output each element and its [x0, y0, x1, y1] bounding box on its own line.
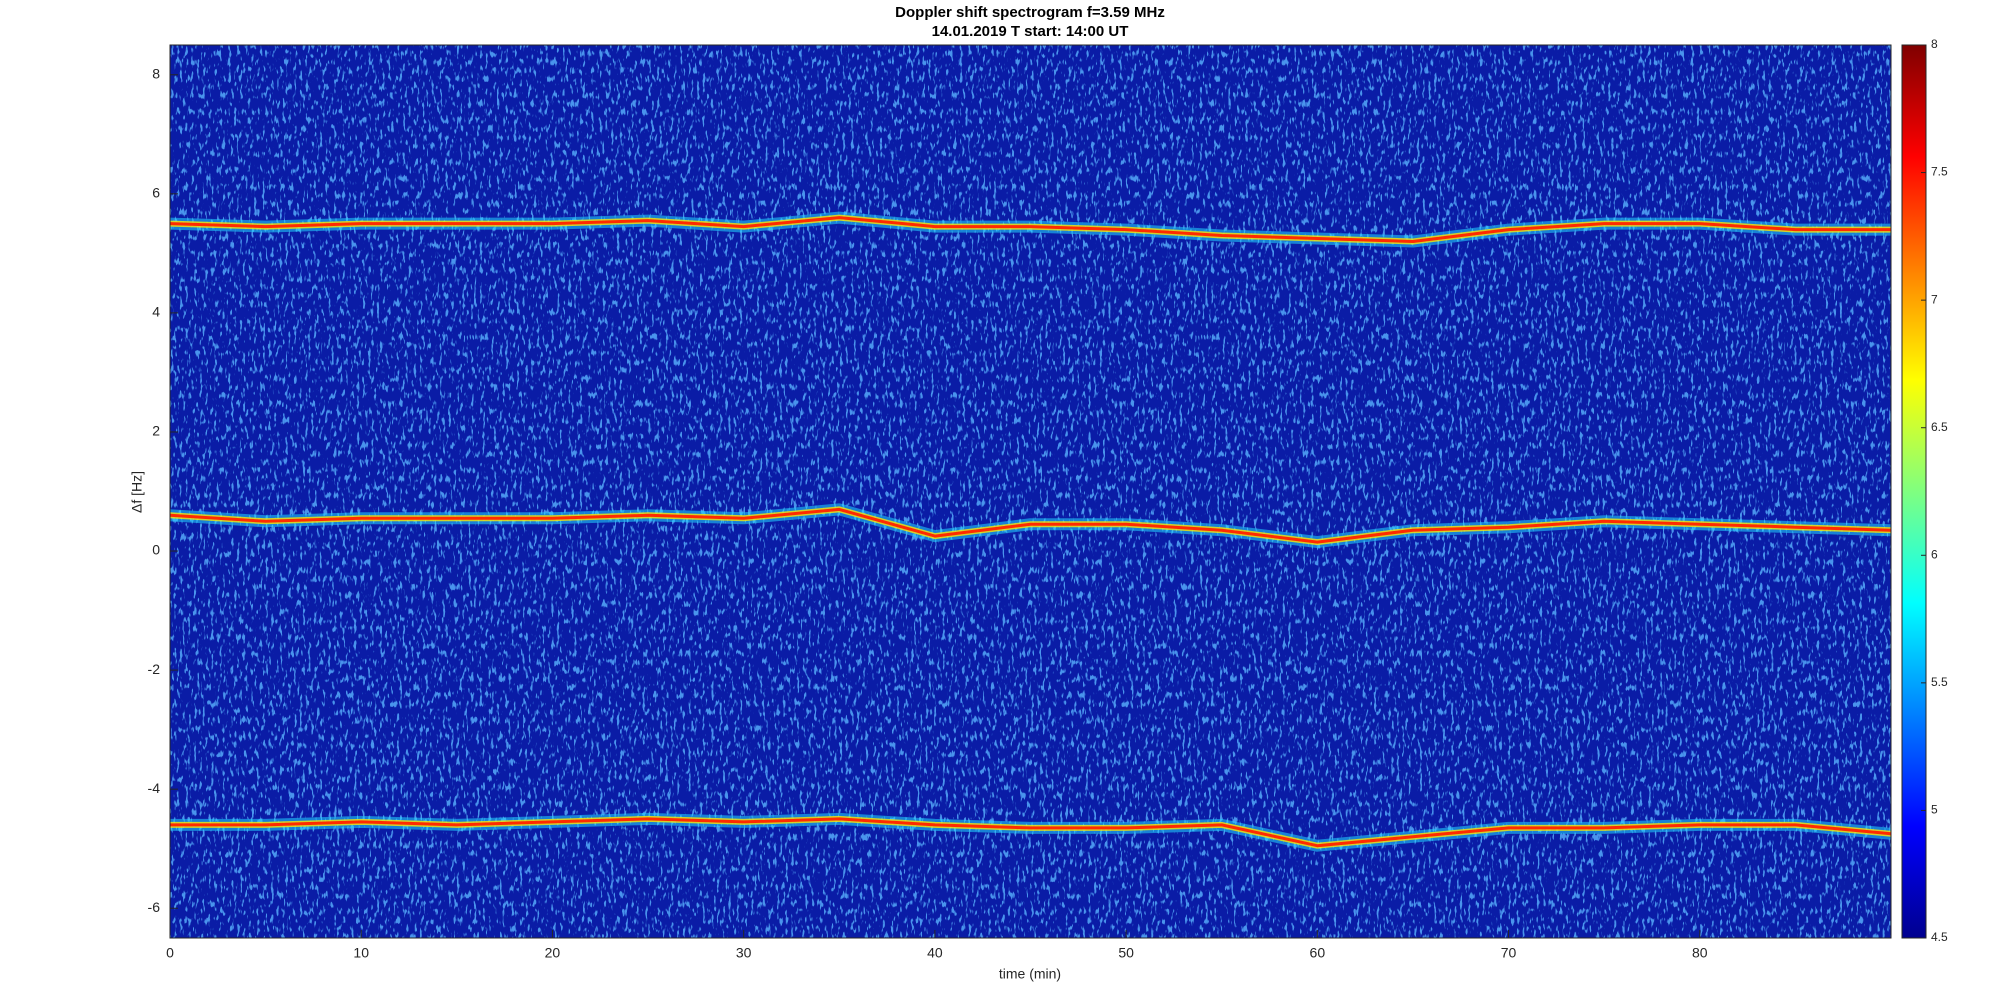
plot-frame: [169, 44, 1892, 939]
x-tick-label: 20: [545, 945, 561, 961]
colorbar-tick-label: 7.5: [1931, 165, 1948, 179]
colorbar: [1901, 44, 1927, 939]
noise-texture: [170, 45, 1891, 938]
x-tick-label: 60: [1310, 945, 1326, 961]
colorbar-tick-label: 5.5: [1931, 675, 1948, 689]
trace-line: [170, 817, 1892, 848]
colorbar-tick-label: 4.5: [1931, 930, 1948, 944]
chart-title: Doppler shift spectrogram f=3.59 MHz: [895, 4, 1165, 21]
y-tick-label: 6: [152, 185, 160, 201]
x-tick-label: 50: [1118, 945, 1134, 961]
x-tick-label: 10: [353, 945, 369, 961]
trace-line: [169, 216, 1891, 243]
y-tick-label: 0: [152, 542, 160, 558]
y-tick-label: 4: [152, 304, 160, 320]
y-tick-label: 8: [152, 65, 160, 81]
x-tick-label: 30: [736, 945, 752, 961]
y-axis-label: Δf [Hz]: [129, 471, 145, 513]
colorbar-tick-label: 8: [1931, 37, 1938, 51]
y-tick-label: -6: [148, 899, 161, 915]
x-tick-label: 70: [1501, 945, 1517, 961]
y-tick-label: 2: [152, 423, 160, 439]
x-tick-label: 0: [166, 945, 174, 961]
colorbar-tick-label: 6.5: [1931, 420, 1948, 434]
x-tick-label: 40: [927, 945, 943, 961]
trace-line: [169, 507, 1892, 544]
x-tick-label: 80: [1692, 945, 1708, 961]
colorbar-tick-label: 5: [1931, 803, 1938, 817]
colorbar-tick-label: 7: [1931, 292, 1938, 306]
chart-subtitle: 14.01.2019 T start: 14:00 UT: [932, 23, 1129, 40]
colorbar-tick-label: 6: [1931, 547, 1938, 561]
y-tick-label: -4: [148, 780, 161, 796]
y-tick-label: -2: [148, 661, 161, 677]
x-axis-label: time (min): [999, 966, 1061, 982]
